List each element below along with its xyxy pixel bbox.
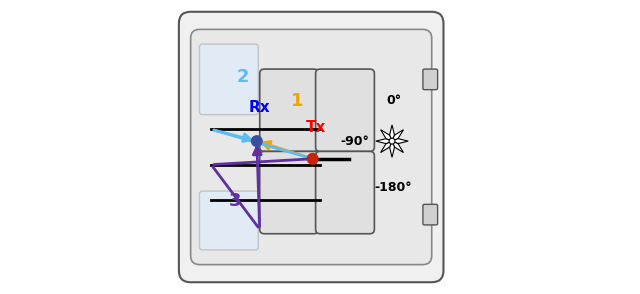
Text: -180°: -180° (374, 181, 412, 194)
Polygon shape (392, 139, 408, 143)
FancyBboxPatch shape (191, 29, 432, 265)
FancyBboxPatch shape (200, 191, 259, 250)
Polygon shape (376, 139, 392, 143)
Polygon shape (381, 141, 392, 153)
FancyBboxPatch shape (200, 44, 259, 115)
Polygon shape (390, 141, 394, 157)
Circle shape (252, 136, 262, 146)
FancyBboxPatch shape (423, 69, 438, 90)
Text: Rx: Rx (249, 100, 271, 115)
Circle shape (307, 153, 318, 164)
Text: 0°: 0° (386, 94, 401, 107)
Text: Tx: Tx (305, 120, 326, 135)
Text: 1: 1 (291, 92, 303, 110)
FancyBboxPatch shape (316, 69, 374, 151)
Polygon shape (392, 141, 403, 153)
FancyBboxPatch shape (316, 151, 374, 234)
Text: -90°: -90° (341, 135, 370, 148)
FancyBboxPatch shape (179, 12, 444, 282)
Circle shape (389, 138, 395, 144)
Polygon shape (392, 130, 403, 141)
FancyBboxPatch shape (260, 151, 319, 234)
Polygon shape (381, 130, 392, 141)
FancyBboxPatch shape (260, 69, 319, 151)
FancyBboxPatch shape (423, 204, 438, 225)
Text: 2: 2 (236, 68, 249, 86)
Polygon shape (390, 125, 394, 141)
Text: 3: 3 (229, 192, 241, 210)
